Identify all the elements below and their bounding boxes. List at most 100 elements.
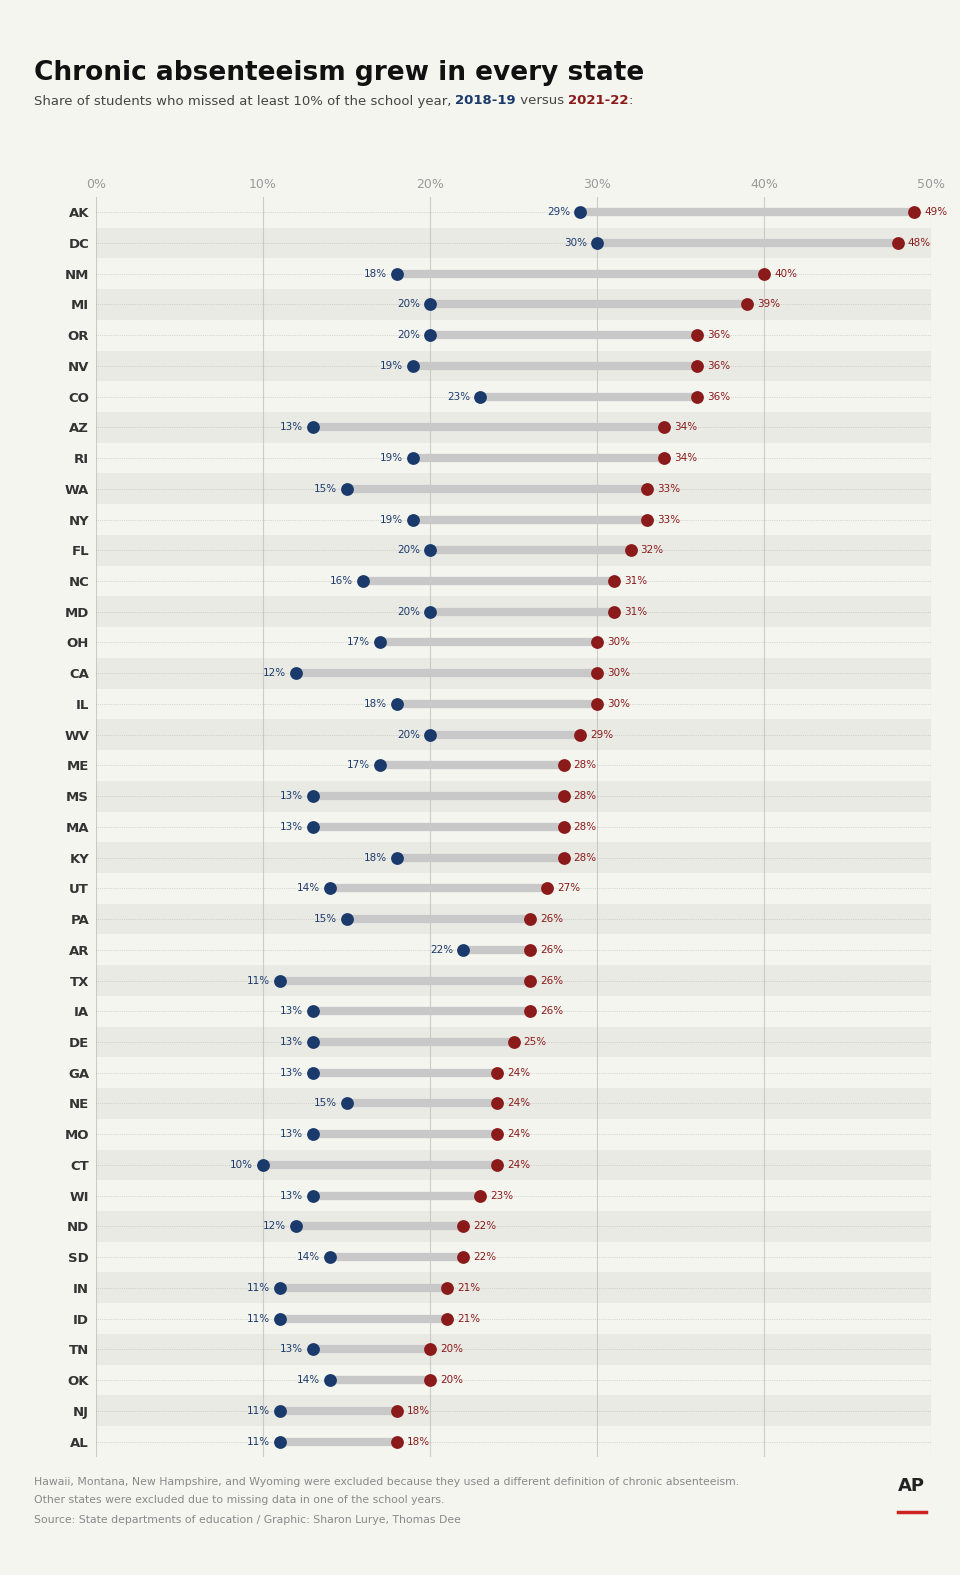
Bar xyxy=(96,1303,931,1334)
Bar xyxy=(96,381,931,413)
Point xyxy=(339,907,354,932)
Text: 34%: 34% xyxy=(674,422,697,433)
Point xyxy=(323,876,338,901)
Point xyxy=(522,969,538,994)
Text: 14%: 14% xyxy=(297,1252,320,1262)
Point xyxy=(389,1429,404,1454)
Text: 28%: 28% xyxy=(574,822,597,832)
Point xyxy=(422,721,438,747)
Point xyxy=(323,1367,338,1392)
Point xyxy=(606,598,621,624)
Bar xyxy=(96,258,931,290)
Point xyxy=(490,1121,505,1147)
Text: 26%: 26% xyxy=(540,913,564,925)
Text: 34%: 34% xyxy=(674,454,697,463)
Text: 11%: 11% xyxy=(247,1436,270,1446)
Bar xyxy=(96,1211,931,1241)
Text: 22%: 22% xyxy=(473,1221,496,1232)
Point xyxy=(689,353,705,378)
Text: Source: State departments of education / Graphic: Sharon Lurye, Thomas Dee: Source: State departments of education /… xyxy=(34,1515,461,1525)
Text: 33%: 33% xyxy=(658,515,681,524)
Text: 26%: 26% xyxy=(540,975,564,986)
Text: 13%: 13% xyxy=(280,422,303,433)
Point xyxy=(323,1244,338,1269)
Text: 28%: 28% xyxy=(574,852,597,863)
Point xyxy=(422,1337,438,1362)
Text: 17%: 17% xyxy=(347,761,370,770)
Point xyxy=(406,446,421,471)
Point xyxy=(657,446,672,471)
Text: 31%: 31% xyxy=(624,606,647,617)
Text: 24%: 24% xyxy=(507,1159,530,1170)
Point xyxy=(305,783,321,808)
Bar xyxy=(96,904,931,934)
Text: 15%: 15% xyxy=(313,1098,337,1109)
Text: 14%: 14% xyxy=(297,1375,320,1384)
Bar xyxy=(96,843,931,873)
Point xyxy=(456,937,471,962)
Point xyxy=(305,1030,321,1055)
Text: 31%: 31% xyxy=(624,576,647,586)
Bar xyxy=(96,504,931,536)
Bar xyxy=(96,413,931,443)
Point xyxy=(305,1121,321,1147)
Bar xyxy=(96,965,931,995)
Text: 24%: 24% xyxy=(507,1098,530,1109)
Bar xyxy=(96,658,931,688)
Point xyxy=(422,291,438,317)
Text: 11%: 11% xyxy=(247,975,270,986)
Text: :: : xyxy=(629,94,633,107)
Bar xyxy=(96,597,931,627)
Point xyxy=(422,1367,438,1392)
Point xyxy=(540,876,555,901)
Point xyxy=(522,999,538,1024)
Bar xyxy=(96,627,931,658)
Bar xyxy=(96,565,931,597)
Text: 18%: 18% xyxy=(364,699,387,709)
Text: 30%: 30% xyxy=(564,238,588,247)
Point xyxy=(689,384,705,410)
Bar xyxy=(96,1088,931,1118)
Bar xyxy=(96,873,931,904)
Text: 29%: 29% xyxy=(590,729,613,740)
Text: 13%: 13% xyxy=(280,1191,303,1200)
Point xyxy=(740,291,756,317)
Text: 11%: 11% xyxy=(247,1314,270,1323)
Point xyxy=(272,1399,287,1424)
Text: 18%: 18% xyxy=(407,1406,430,1416)
Text: 15%: 15% xyxy=(313,913,337,925)
Text: 18%: 18% xyxy=(407,1436,430,1446)
Point xyxy=(589,630,605,655)
Text: 13%: 13% xyxy=(280,791,303,802)
Point xyxy=(305,414,321,439)
Text: 13%: 13% xyxy=(280,1068,303,1077)
Bar xyxy=(96,1057,931,1088)
Point xyxy=(305,1183,321,1208)
Text: 26%: 26% xyxy=(540,1006,564,1016)
Point xyxy=(272,1276,287,1301)
Bar xyxy=(96,720,931,750)
Text: 14%: 14% xyxy=(297,884,320,893)
Text: 2021-22: 2021-22 xyxy=(568,94,629,107)
Text: 30%: 30% xyxy=(607,638,630,647)
Text: 20%: 20% xyxy=(397,729,420,740)
Text: 39%: 39% xyxy=(757,299,780,309)
Point xyxy=(389,261,404,287)
Bar xyxy=(96,1150,931,1180)
Bar xyxy=(96,197,931,228)
Point xyxy=(456,1244,471,1269)
Point xyxy=(573,200,588,225)
Text: 49%: 49% xyxy=(924,208,948,217)
Point xyxy=(406,507,421,532)
Point xyxy=(556,753,571,778)
Point xyxy=(556,814,571,839)
Point xyxy=(689,323,705,348)
Point xyxy=(272,969,287,994)
Bar xyxy=(96,1334,931,1364)
Point xyxy=(522,907,538,932)
Bar xyxy=(96,228,931,258)
Text: 27%: 27% xyxy=(557,884,580,893)
Point xyxy=(490,1060,505,1085)
Text: 21%: 21% xyxy=(457,1284,480,1293)
Text: 25%: 25% xyxy=(523,1036,547,1047)
